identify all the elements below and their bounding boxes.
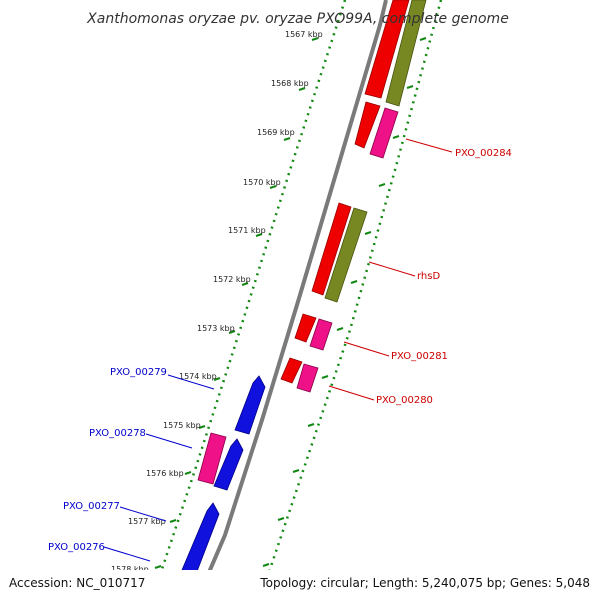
kbp-label: 1575 kbp (163, 421, 201, 430)
gene-arrow (311, 202, 352, 296)
gene-arrow (234, 375, 266, 435)
reverse-genes-blue (179, 375, 266, 584)
gene-arrow (369, 107, 399, 159)
label-leaders-blue (103, 374, 215, 562)
gene-arrow (213, 438, 244, 491)
gene-label-left[interactable]: PXO_00277 (63, 501, 120, 512)
kbp-label: 1577 kbp (128, 517, 166, 526)
gene-arrow (385, 0, 427, 107)
gene-label-left[interactable]: PXO_00276 (48, 542, 105, 553)
kbp-label: 1574 kbp (179, 372, 217, 381)
map-title: Xanthomonas oryzae pv. oryzae PXO99A, co… (86, 11, 509, 27)
inner-scale-ring (160, 0, 347, 570)
kbp-label: 1571 kbp (228, 226, 266, 235)
gene-arrow (364, 0, 410, 99)
gene-label-right[interactable]: PXO_00284 (455, 148, 512, 159)
gene-label-left[interactable]: PXO_00278 (89, 428, 146, 439)
kbp-label: 1572 kbp (213, 275, 251, 284)
kbp-label: 1576 kbp (146, 469, 184, 478)
gene-label-right[interactable]: PXO_00281 (391, 351, 448, 362)
gene-label-right[interactable]: rhsD (417, 271, 440, 282)
forward-genes-olive (324, 0, 427, 303)
kbp-label: 1568 kbp (271, 79, 309, 88)
gene-label-left[interactable]: PXO_00279 (110, 367, 167, 378)
gene-arrow (296, 363, 319, 393)
kbp-label: 1573 kbp (197, 324, 235, 333)
label-leaders-red (328, 138, 453, 401)
gene-arrow (324, 207, 368, 303)
topology-text: Topology: circular; Length: 5,240,075 bp… (260, 576, 590, 590)
gene-arrow (197, 432, 227, 485)
kbp-label: 1567 kbp (285, 30, 323, 39)
gene-arrow (181, 502, 220, 570)
kbp-label: 1570 kbp (243, 178, 281, 187)
gene-label-right[interactable]: PXO_00280 (376, 395, 433, 406)
gene-arrow (354, 101, 381, 149)
genome-backbone (207, 0, 388, 570)
kbp-label: 1569 kbp (257, 128, 295, 137)
accession-text: Accession: NC_010717 (9, 576, 146, 590)
ring-ticks (154, 37, 427, 569)
gene-arrow (280, 357, 303, 384)
gene-arrow (294, 313, 317, 343)
forward-genes-red (280, 0, 410, 384)
gene-arrow (179, 576, 192, 584)
kbp-label: 1578 kbp (111, 565, 149, 574)
outer-scale-ring (268, 0, 443, 570)
gene-arrow (309, 318, 333, 351)
forward-genes-pink (197, 107, 399, 485)
